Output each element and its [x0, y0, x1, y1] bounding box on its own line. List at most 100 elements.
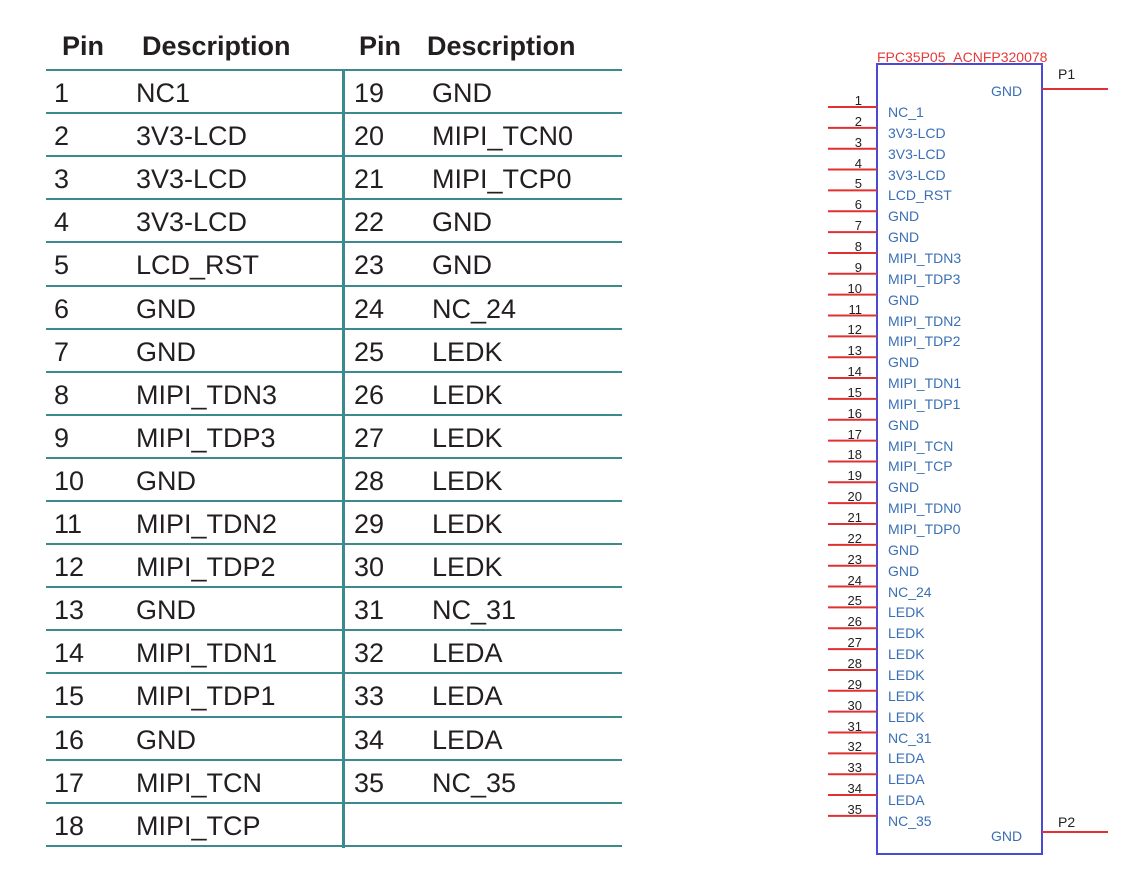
schematic-pin-label: LCD_RST — [888, 187, 952, 204]
schematic-pin-label: GND — [888, 562, 920, 579]
table-row-rule — [46, 284, 622, 287]
table-cell-description: GND — [136, 595, 196, 626]
table-row-rule — [46, 500, 622, 502]
table-row-rule — [46, 715, 622, 718]
designator-p2: P2 — [1058, 814, 1076, 830]
schematic-pin-label: LEDK — [888, 604, 925, 621]
schematic-pin-label: MIPI_TDN3 — [888, 249, 962, 266]
table-cell-pin: 12 — [54, 552, 85, 583]
header-description-2: Description — [427, 31, 576, 61]
schematic-pin-label: LEDA — [888, 750, 925, 767]
schematic-pin-label: MIPI_TCN — [888, 437, 954, 454]
table-cell-pin: 15 — [54, 681, 85, 712]
header-description: Description — [142, 31, 291, 61]
table-cell-description: 3V3-LCD — [136, 164, 248, 195]
table-cell-description: LEDK — [432, 336, 503, 367]
schematic-pin-number: 5 — [854, 176, 862, 192]
table-cell-pin: 33 — [354, 681, 385, 712]
table-cell-pin: 30 — [354, 552, 385, 583]
table-cell-pin: 16 — [54, 724, 85, 755]
table-row-rule — [46, 586, 622, 589]
schematic-pin-label: MIPI_TDP1 — [888, 395, 961, 412]
table-row-rule — [46, 198, 622, 201]
schematic-pin-number: 9 — [854, 259, 862, 275]
schematic-pin-label: MIPI_TDP2 — [888, 333, 961, 350]
schematic-pin-label: MIPI_TDP0 — [888, 521, 961, 537]
table-cell-pin: 32 — [354, 638, 385, 669]
table-row-rule — [46, 629, 622, 632]
table-row-rule — [46, 155, 622, 158]
schematic-pin-number: 29 — [847, 676, 862, 692]
schematic-pin-number: 23 — [847, 551, 862, 567]
schematic-pin-label: LEDK — [888, 646, 925, 663]
schematic-pin-label: MIPI_TDN2 — [888, 312, 962, 329]
schematic-pin-label: MIPI_TDP3 — [888, 270, 961, 287]
table-cell-description: MIPI_TDP3 — [136, 422, 276, 453]
schematic-pin-number: 11 — [848, 301, 863, 317]
table-row-rule — [46, 801, 622, 804]
table-cell-description: MIPI_TCP0 — [432, 164, 572, 195]
table-cell-pin: 1 — [54, 78, 70, 108]
schematic-pin-number: 27 — [847, 635, 862, 651]
schematic-pin-label: NC_35 — [888, 812, 932, 829]
schematic-pin-number: 25 — [847, 593, 862, 609]
table-cell-pin: 29 — [354, 509, 385, 539]
schematic-pin-number: 21 — [847, 510, 862, 525]
table-row-rule — [46, 327, 622, 330]
table-cell-description: LEDA — [432, 681, 503, 712]
table-cell-pin: 14 — [54, 638, 85, 669]
table-row-rule — [46, 413, 622, 416]
header-pin-2: Pin — [359, 31, 402, 61]
table-cell-description: GND — [432, 78, 492, 108]
table-cell-pin: 17 — [54, 767, 85, 798]
table-cell-pin: 10 — [54, 465, 85, 496]
table-row-rule — [46, 672, 622, 675]
table-cell-description: 3V3-LCD — [136, 121, 248, 152]
table-cell-description: MIPI_TDP2 — [136, 552, 276, 583]
designator-p1: P1 — [1058, 66, 1076, 82]
schematic-pin-label: LEDA — [888, 771, 925, 788]
pin-description-table: Pin Description Pin Description 1 NC1 2 3V3… — [46, 0, 622, 880]
table-cell-description: NC_31 — [432, 595, 517, 626]
table-row-rule — [46, 456, 622, 459]
table-cell-pin: 3 — [54, 164, 70, 195]
table-cell-pin: 28 — [354, 465, 385, 496]
table-cell-pin: 23 — [354, 250, 385, 281]
schematic-pin-number: 19 — [847, 468, 862, 484]
table-cell-description: MIPI_TDP1 — [136, 681, 276, 712]
schematic-pin-label: NC_24 — [888, 583, 932, 600]
schematic-pin-label: LEDK — [888, 625, 925, 642]
schematic-pin-number: 26 — [847, 614, 862, 630]
table-cell-pin: 31 — [354, 595, 385, 626]
schematic-pin-number: 15 — [847, 384, 862, 400]
table-cell-pin: 20 — [354, 121, 385, 152]
table-row-rule — [46, 370, 622, 373]
table-cell-description: GND — [136, 724, 196, 755]
table-cell-pin: 24 — [354, 293, 385, 324]
header-pin: Pin — [62, 31, 105, 61]
column-divider — [342, 70, 345, 848]
schematic-pin-number: 13 — [847, 343, 862, 359]
connector-body-outline — [876, 63, 1043, 855]
schematic-pin-number: 16 — [847, 405, 862, 421]
schematic-pin-number: 31 — [847, 718, 862, 734]
table-cell-description: NC_35 — [432, 767, 517, 798]
schematic-pin-number: 33 — [847, 760, 862, 776]
schematic-pin-number: 6 — [854, 197, 862, 213]
table-row-rule — [46, 844, 622, 847]
table-cell-pin: 5 — [54, 250, 70, 281]
table-row-rule — [46, 112, 622, 115]
connector-schematic-symbol: FPC35P05_ACNFP320078 P1 GND P2 GND 1 NC_1… — [820, 40, 1124, 870]
schematic-pin-label: GND — [888, 479, 920, 496]
table-cell-pin: 4 — [54, 207, 70, 238]
table-cell-pin: 19 — [354, 78, 385, 108]
schematic-pin-label: 3V3-LCD — [888, 124, 946, 141]
table-header-rule — [46, 69, 622, 71]
schematic-pin-number: 17 — [847, 426, 862, 442]
table-cell-description: LEDA — [432, 724, 503, 755]
table-row-rule — [46, 241, 622, 244]
table-cell-pin: 21 — [354, 164, 385, 195]
table-cell-description: MIPI_TCN — [136, 767, 263, 798]
table-cell-pin: 8 — [54, 379, 70, 410]
schematic-pin-label: 3V3-LCD — [888, 145, 946, 162]
